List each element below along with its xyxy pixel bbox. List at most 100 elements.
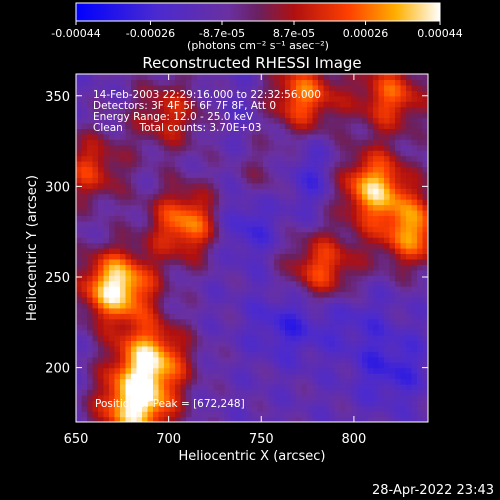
heatmap-cell bbox=[411, 275, 418, 282]
heatmap-cell bbox=[169, 166, 176, 173]
heatmap-cell bbox=[373, 302, 380, 309]
heatmap-cell bbox=[301, 324, 308, 331]
heatmap-cell bbox=[219, 367, 226, 374]
heatmap-cell bbox=[175, 209, 182, 216]
heatmap-cell bbox=[307, 106, 314, 113]
heatmap-cell bbox=[257, 351, 264, 358]
heatmap-cell bbox=[318, 280, 325, 287]
heatmap-cell bbox=[224, 291, 231, 298]
heatmap-cell bbox=[224, 340, 231, 347]
heatmap-cell bbox=[329, 286, 336, 293]
heatmap-cell bbox=[219, 405, 226, 412]
heatmap-cell bbox=[318, 269, 325, 276]
heatmap-cell bbox=[378, 280, 385, 287]
heatmap-cell bbox=[400, 411, 407, 418]
heatmap-cell bbox=[389, 188, 396, 195]
heatmap-cell bbox=[136, 220, 143, 227]
heatmap-cell bbox=[142, 400, 149, 407]
heatmap-cell bbox=[411, 171, 418, 178]
heatmap-cell bbox=[175, 95, 182, 102]
heatmap-cell bbox=[241, 144, 248, 151]
heatmap-cell bbox=[395, 193, 402, 200]
heatmap-cell bbox=[252, 215, 259, 222]
heatmap-cell bbox=[92, 275, 99, 282]
heatmap-cell bbox=[274, 291, 281, 298]
heatmap-cell bbox=[120, 373, 127, 380]
heatmap-cell bbox=[406, 296, 413, 303]
heatmap-cell bbox=[120, 307, 127, 314]
heatmap-cell bbox=[290, 264, 297, 271]
heatmap-cell bbox=[147, 335, 154, 342]
heatmap-cell bbox=[158, 112, 165, 119]
heatmap-cell bbox=[389, 95, 396, 102]
heatmap-cell bbox=[417, 242, 424, 249]
heatmap-cell bbox=[296, 275, 303, 282]
heatmap-cell bbox=[219, 84, 226, 91]
heatmap-cell bbox=[323, 383, 330, 390]
heatmap-cell bbox=[384, 313, 391, 320]
heatmap-cell bbox=[109, 362, 116, 369]
heatmap-cell bbox=[87, 383, 94, 390]
heatmap-cell bbox=[329, 193, 336, 200]
heatmap-cell bbox=[400, 101, 407, 108]
heatmap-cell bbox=[378, 209, 385, 216]
heatmap-cell bbox=[367, 220, 374, 227]
heatmap-cell bbox=[87, 150, 94, 157]
heatmap-cell bbox=[312, 231, 319, 238]
heatmap-cell bbox=[417, 74, 424, 81]
heatmap-cell bbox=[290, 166, 297, 173]
heatmap-cell bbox=[169, 74, 176, 81]
heatmap-cell bbox=[340, 269, 347, 276]
heatmap-cell bbox=[153, 215, 160, 222]
heatmap-cell bbox=[197, 161, 204, 168]
heatmap-cell bbox=[219, 307, 226, 314]
heatmap-cell bbox=[384, 362, 391, 369]
heatmap-cell bbox=[268, 351, 275, 358]
heatmap-cell bbox=[109, 220, 116, 227]
heatmap-cell bbox=[279, 318, 286, 325]
heatmap-cell bbox=[340, 280, 347, 287]
heatmap-cell bbox=[384, 150, 391, 157]
heatmap-cell bbox=[351, 215, 358, 222]
heatmap-cell bbox=[422, 220, 428, 227]
heatmap-cell bbox=[114, 199, 121, 206]
heatmap-cell bbox=[224, 220, 231, 227]
heatmap-cell bbox=[169, 155, 176, 162]
heatmap-cell bbox=[76, 248, 83, 255]
heatmap-cell bbox=[246, 95, 253, 102]
heatmap-cell bbox=[417, 139, 424, 146]
heatmap-cell bbox=[345, 296, 352, 303]
heatmap-cell bbox=[142, 231, 149, 238]
heatmap-cell bbox=[285, 253, 292, 260]
heatmap-cell bbox=[109, 416, 116, 422]
heatmap-cell bbox=[158, 209, 165, 216]
heatmap-cell bbox=[219, 373, 226, 380]
heatmap-cell bbox=[213, 84, 220, 91]
heatmap-cell bbox=[114, 411, 121, 418]
heatmap-cell bbox=[76, 144, 83, 151]
heatmap-cell bbox=[246, 117, 253, 124]
heatmap-cell bbox=[323, 335, 330, 342]
heatmap-cell bbox=[219, 161, 226, 168]
heatmap-cell bbox=[400, 291, 407, 298]
heatmap-cell bbox=[290, 378, 297, 385]
heatmap-cell bbox=[411, 389, 418, 396]
heatmap-cell bbox=[351, 231, 358, 238]
heatmap-cell bbox=[197, 188, 204, 195]
heatmap-cell bbox=[274, 171, 281, 178]
heatmap-cell bbox=[131, 405, 138, 412]
heatmap-cell bbox=[103, 345, 110, 352]
heatmap-cell bbox=[92, 226, 99, 233]
heatmap-cell bbox=[109, 291, 116, 298]
heatmap-cell bbox=[87, 253, 94, 260]
heatmap-cell bbox=[92, 106, 99, 113]
heatmap-cell bbox=[197, 177, 204, 184]
heatmap-cell bbox=[279, 74, 286, 81]
heatmap-cell bbox=[76, 411, 83, 418]
heatmap-cell bbox=[395, 318, 402, 325]
heatmap-cell bbox=[334, 74, 341, 81]
heatmap-cell bbox=[301, 275, 308, 282]
heatmap-cell bbox=[224, 144, 231, 151]
heatmap-cell bbox=[323, 193, 330, 200]
heatmap-cell bbox=[301, 182, 308, 189]
